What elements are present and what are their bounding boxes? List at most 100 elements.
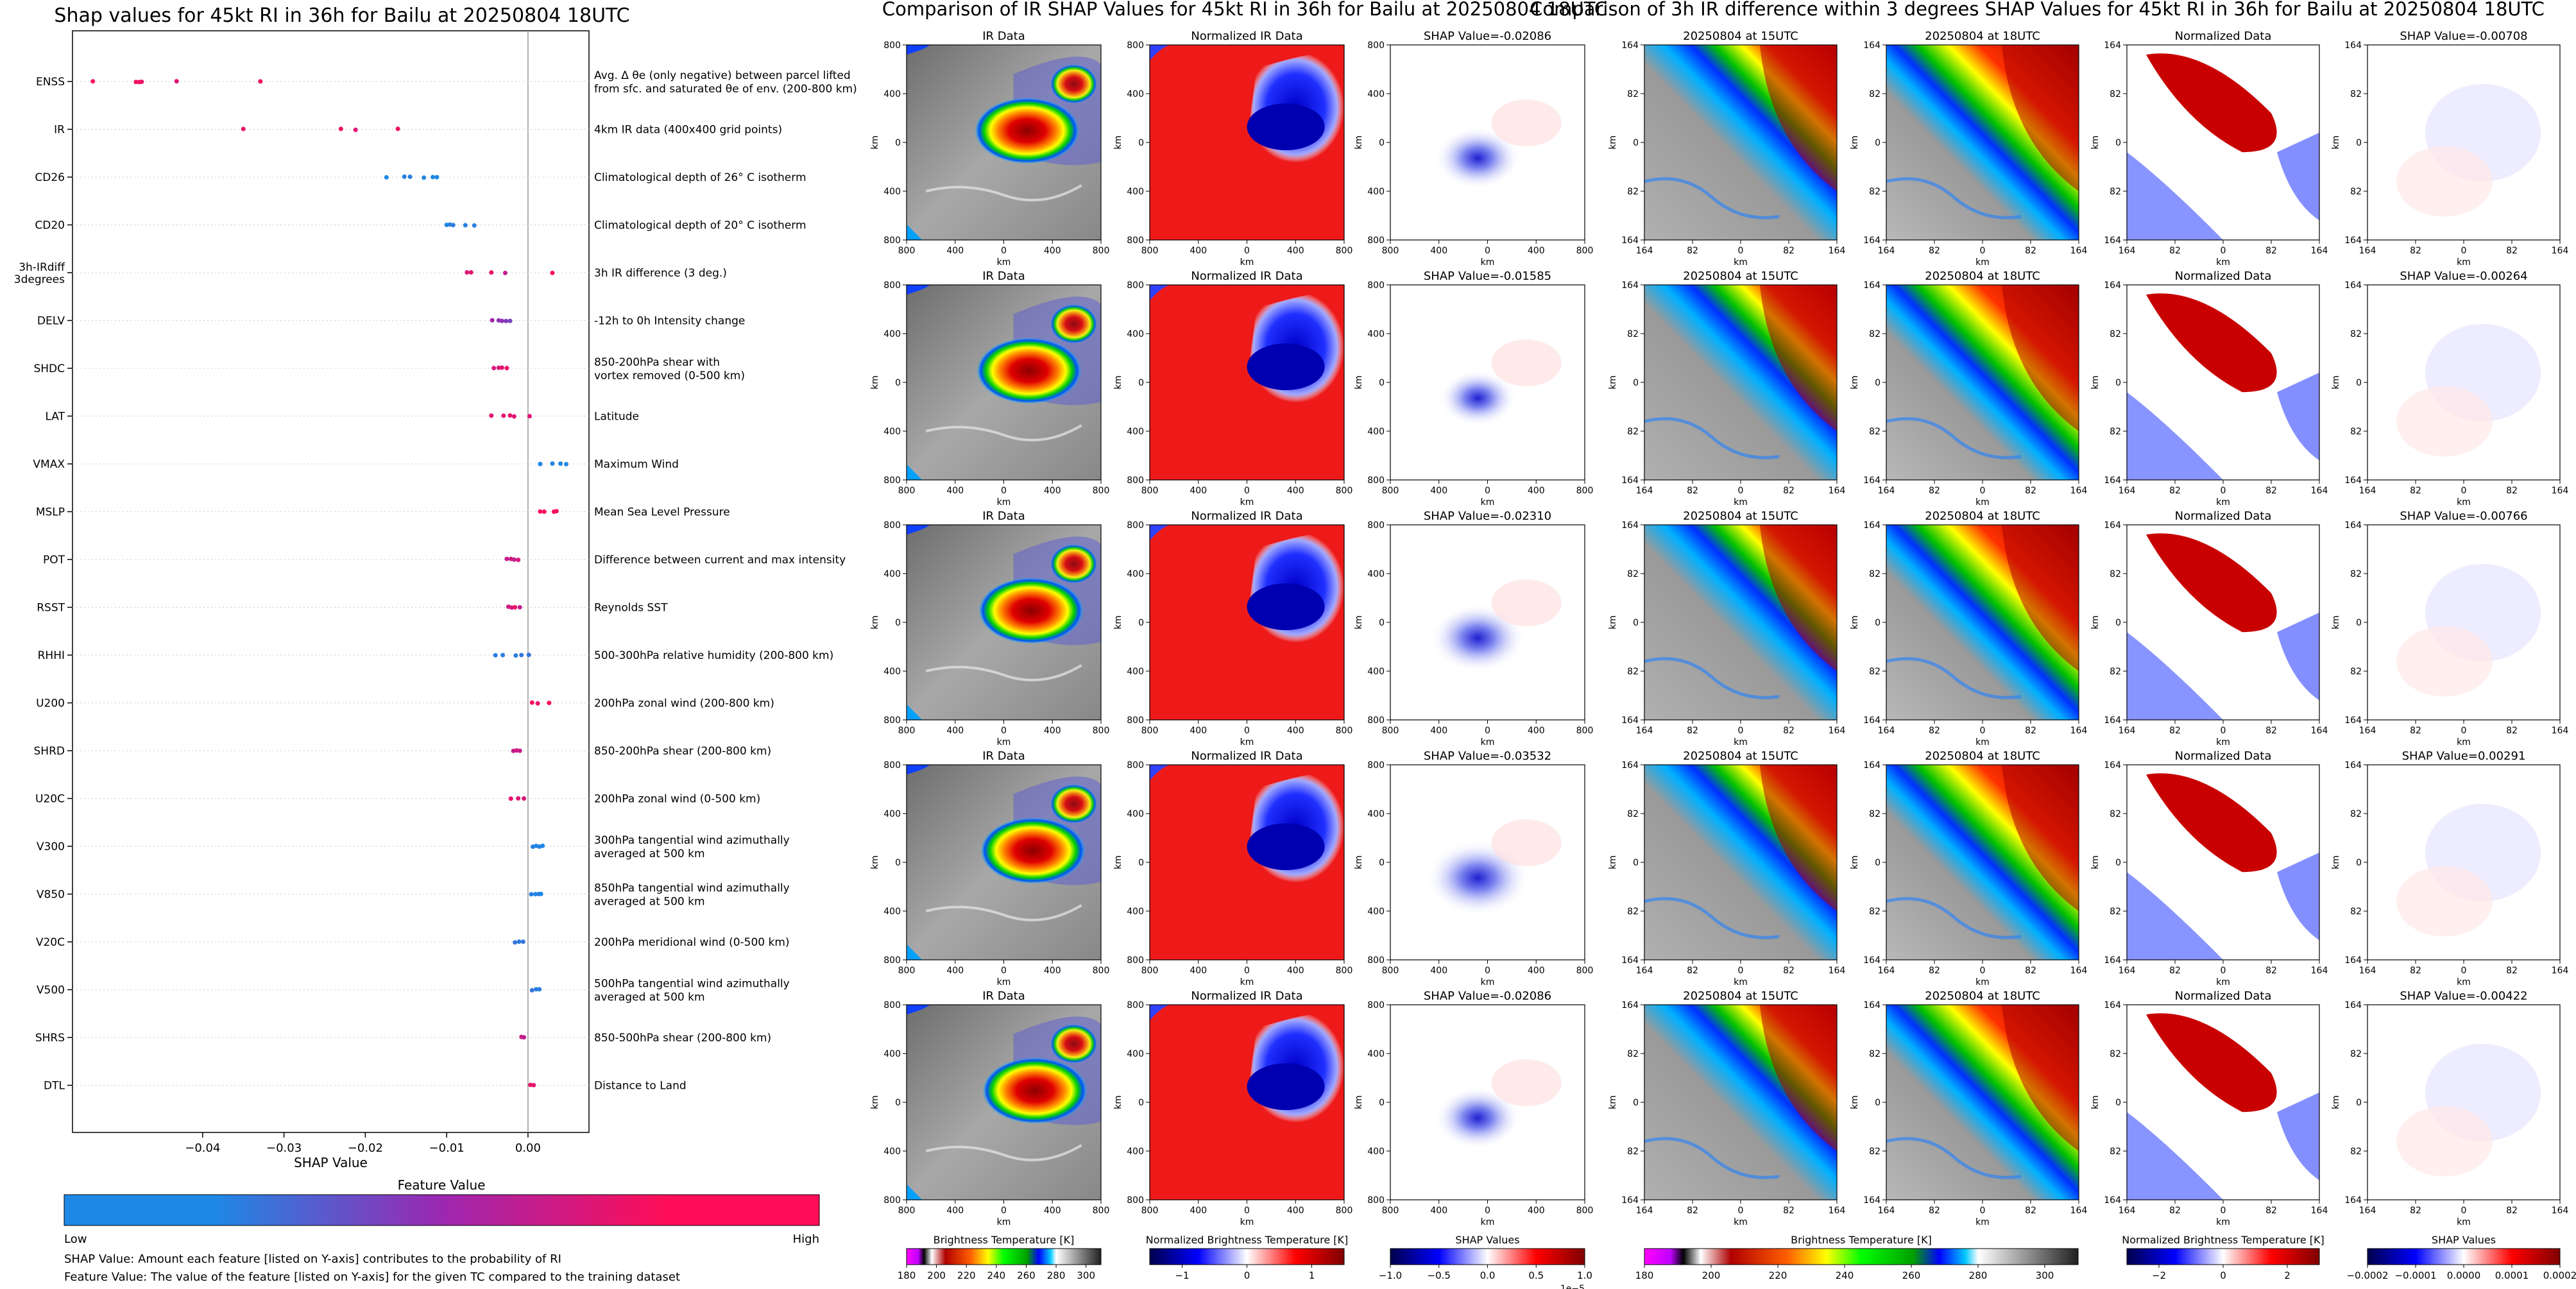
map-x-tick-label: 800 [1336,726,1353,736]
feature-label: DELV [37,315,65,328]
shap-diff-positive [2396,626,2493,696]
map-x-tick-label: 0 [1244,246,1250,256]
map-panel-title: SHAP Value=0.00291 [2402,749,2526,763]
map-y-tick-label: 0 [2356,1098,2362,1108]
map-y-tick-label: 82 [2110,1049,2121,1059]
map-panel-title: IR Data [982,989,1025,1003]
footnote-feature: Feature Value: The value of the feature … [64,1270,680,1284]
map-panel-title: IR Data [982,509,1025,523]
shap-point [529,892,533,896]
map-x-axis-label: km [2216,497,2230,508]
feature-label: SHRD [34,745,65,758]
map-y-axis-label: km [2090,855,2101,869]
map-y-axis-label: km [1113,1095,1123,1109]
map-x-axis-label: km [1240,737,1254,747]
x-tick-label: 0.00 [515,1141,541,1155]
map-y-tick-label: 164 [2104,475,2121,486]
map-x-tick-label: 400 [946,246,964,256]
map-y-tick-label: 0 [1875,618,1881,628]
shap-point [518,749,522,753]
map-x-tick-label: 800 [1382,246,1399,256]
colorbar-exponent: 1e−5 [1560,1284,1585,1289]
map-x-tick-label: 82 [2025,246,2036,256]
map-x-tick-label: 82 [2410,966,2421,976]
map-x-axis-label: km [2216,737,2230,747]
shap-point [503,271,508,275]
ir-storm [982,1057,1088,1123]
colorbar-title: Feature Value [398,1177,486,1193]
map-y-tick-label: 0 [1379,1098,1385,1108]
figure: Shap values for 45kt RI in 36h for Bailu… [0,0,2576,1289]
map-panel-title: IR Data [982,269,1025,283]
map-x-tick-label: 0 [1001,1206,1007,1216]
map-y-tick-label: 82 [2110,427,2121,437]
map-panel-title: 20250804 at 18UTC [1925,269,2040,283]
norm-core [1247,1063,1325,1110]
map-x-tick-label: 82 [2506,246,2518,256]
map-y-tick-label: 800 [883,280,901,291]
map-y-tick-label: 82 [2110,89,2121,99]
map-y-tick-label: 800 [1367,1000,1385,1011]
map-panel-title: SHAP Value=-0.00264 [2400,269,2527,283]
map-y-tick-label: 164 [2104,520,2121,531]
colorbar-tick-label: 280 [1047,1270,1066,1281]
feature-label: V850 [37,889,65,901]
map-x-tick-label: 164 [2119,966,2136,976]
map-y-tick-label: 164 [1863,40,1881,51]
map-x-tick-label: 82 [2169,966,2181,976]
map-x-tick-label: 800 [1576,726,1594,736]
feature-description: 300hPa tangential wind azimuthally averag… [594,834,790,860]
feature-label: CD26 [35,171,65,184]
map-x-tick-label: 164 [1829,966,1846,976]
map-y-tick-label: 82 [1627,187,1639,197]
map-x-tick-label: 164 [2119,726,2136,736]
map-y-tick-label: 82 [1627,809,1639,819]
map-y-tick-label: 800 [1367,235,1385,246]
map-panel-title: Normalized IR Data [1191,749,1302,763]
map-y-tick-label: 164 [1863,1000,1881,1011]
map-x-tick-label: 0 [2221,966,2226,976]
shap-point [516,939,521,944]
feature-description: 850-200hPa shear (200-800 km) [594,745,771,758]
map-y-tick-label: 800 [883,520,901,531]
map-y-axis-label: km [870,135,880,149]
feature-label: V20C [36,936,65,949]
map-x-tick-label: 164 [2359,966,2376,976]
x-tick-label: −0.02 [348,1141,383,1155]
map-y-tick-label: 800 [883,1195,901,1206]
map-y-tick-label: 400 [1367,187,1385,197]
colorbar-tick-label: −1 [1175,1270,1189,1281]
map-y-tick-label: 164 [2104,1000,2121,1011]
map-x-tick-label: 400 [1528,486,1545,496]
map-y-tick-label: 400 [883,329,901,339]
map-y-tick-label: 0 [1138,1098,1144,1108]
shap-point [527,653,531,657]
shap-point [422,175,426,180]
shap-diff-positive [2396,1106,2493,1176]
map-x-tick-label: 0 [2461,246,2467,256]
shap-point [500,366,504,370]
map-x-tick-label: 164 [2359,246,2376,256]
map-y-tick-label: 82 [2350,667,2362,677]
x-tick-label: −0.03 [266,1141,302,1155]
map-x-tick-label: 164 [2070,1206,2088,1216]
map-x-tick-label: 0 [1244,726,1250,736]
map-y-tick-label: 0 [1379,138,1385,148]
ir-storm-arm [1050,1024,1097,1063]
shap-point [463,223,468,227]
map-x-axis-label: km [1481,977,1495,987]
x-tick-label: −0.04 [185,1141,220,1155]
shap-point [538,509,542,514]
map-panel-title: Normalized Data [2175,269,2272,283]
map-y-tick-label: 400 [1367,667,1385,677]
map-y-tick-label: 400 [1127,809,1144,819]
map-y-tick-label: 164 [2344,520,2362,531]
map-panel-title: SHAP Value=-0.02086 [1424,30,1551,43]
map-y-tick-label: 164 [1621,715,1639,726]
map-x-axis-label: km [1975,1217,1990,1227]
shap-point [504,557,509,561]
map-panel-title: SHAP Value=-0.00766 [2400,509,2527,523]
map-x-axis-label: km [2457,497,2471,508]
colorbar-tick-label: 200 [927,1270,946,1281]
ir-storm [980,817,1086,884]
